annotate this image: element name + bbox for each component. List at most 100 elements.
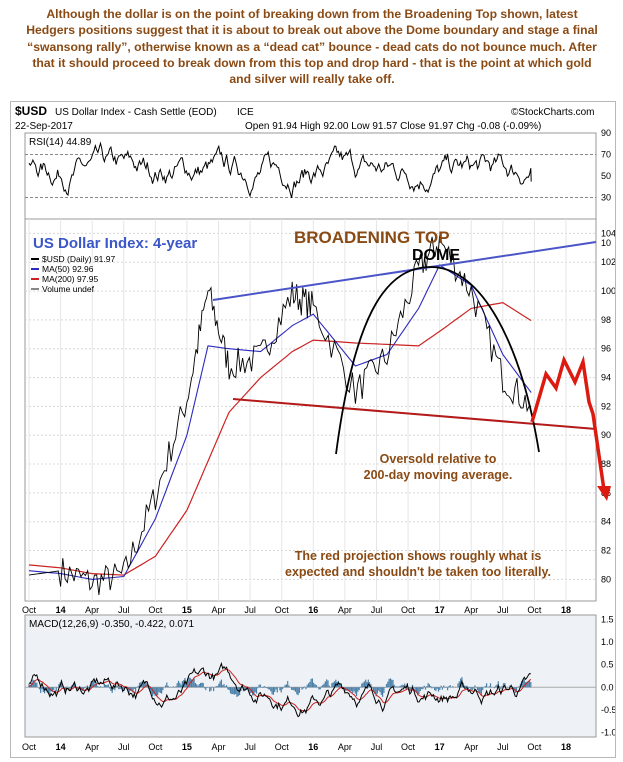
- index-name: US Dollar Index - Cash Settle (EOD): [55, 107, 217, 118]
- rsi-line: [28, 141, 532, 198]
- x-tick-label: Jul: [118, 742, 130, 752]
- y-tick-label: 104: [601, 228, 615, 238]
- exchange-label: ICE: [237, 107, 254, 118]
- x-tick-label: Apr: [212, 605, 226, 615]
- y-tick-label: 88: [601, 459, 611, 469]
- price-x-axis: Oct 14 Apr Jul Oct 15 Apr Jul Oct 16 Apr Jul Oct 17 Ap…: [22, 605, 571, 615]
- x-tick-label: 17: [435, 605, 445, 615]
- legend-entry: MA(50) 92.96: [42, 264, 94, 274]
- x-tick-label: Oct: [275, 605, 290, 615]
- x-tick-label: 14: [56, 605, 66, 615]
- macd-panel: MACD(12,26,9) -0.350, -0.422, 0.071 -1.0…: [24, 614, 615, 738]
- x-tick-label: 14: [56, 742, 66, 752]
- rsi-tick-label: 90: [601, 128, 611, 138]
- y-tick-label: 102: [601, 257, 615, 267]
- symbol-label: $USD: [15, 104, 47, 118]
- annotation-line: 200-day moving average.: [364, 468, 513, 482]
- stock-chart: $USD US Dollar Index - Cash Settle (EOD)…: [15, 104, 615, 752]
- x-tick-label: Apr: [464, 742, 478, 752]
- x-tick-label: Apr: [85, 742, 99, 752]
- y-tick-label: 94: [601, 373, 611, 383]
- x-tick-label: Apr: [464, 605, 478, 615]
- x-tick-label: 17: [435, 742, 445, 752]
- macd-tick-label: 1.0: [601, 637, 614, 647]
- x-tick-label: Oct: [401, 605, 416, 615]
- x-tick-label: 16: [308, 605, 318, 615]
- price-line: [28, 235, 532, 595]
- x-tick-label: Jul: [371, 605, 383, 615]
- x-tick-label: Oct: [275, 742, 290, 752]
- axis-tick-10: 10: [601, 238, 611, 248]
- price-panel-frame: [24, 218, 597, 602]
- macd-tick-label: -0.5: [601, 705, 615, 715]
- rsi-panel: RSI(14) 44.89 30 50 70 90: [24, 128, 611, 220]
- x-tick-label: Jul: [118, 605, 130, 615]
- projection-path: [530, 355, 606, 491]
- x-tick-label: 15: [182, 605, 192, 615]
- annotation-line: The red projection shows roughly what is: [295, 549, 542, 563]
- chart-date: 22-Sep-2017: [15, 121, 73, 132]
- broadening-top-label: BROADENING TOP: [294, 228, 450, 247]
- oversold-annotation: Oversold relative to 200-day moving avera…: [364, 452, 513, 482]
- macd-tick-label: 0.0: [601, 682, 614, 692]
- macd-title: MACD(12,26,9) -0.350, -0.422, 0.071: [29, 619, 195, 630]
- macd-tick-label: 1.5: [601, 615, 614, 625]
- x-tick-label: Oct: [148, 742, 163, 752]
- rsi-tick-label: 30: [601, 193, 611, 203]
- ohlc-readout: Open 91.94 High 92.00 Low 91.57 Close 91…: [245, 121, 541, 132]
- x-tick-label: Oct: [401, 742, 416, 752]
- x-tick-label: Oct: [22, 742, 37, 752]
- y-tick-label: 100: [601, 286, 615, 296]
- x-tick-label: Oct: [148, 605, 163, 615]
- chart-frame: $USD US Dollar Index - Cash Settle (EOD)…: [10, 101, 616, 758]
- projection-arrowhead: [597, 486, 611, 501]
- x-tick-label: Apr: [212, 742, 226, 752]
- macd-line: [28, 661, 531, 718]
- y-tick-label: 90: [601, 430, 611, 440]
- annotation-line: expected and shouldn't be taken too lite…: [285, 565, 551, 579]
- x-tick-label: 18: [561, 742, 571, 752]
- broadening-top-upper-line: [212, 241, 597, 301]
- x-tick-label: Jul: [244, 742, 256, 752]
- x-tick-label: Jul: [497, 605, 509, 615]
- x-tick-label: Apr: [338, 605, 352, 615]
- legend-entry: $USD (Daily) 91.97: [42, 254, 115, 264]
- dome-arc: [335, 266, 540, 455]
- x-tick-label: Jul: [244, 605, 256, 615]
- x-tick-label: Oct: [22, 605, 37, 615]
- x-tick-label: Oct: [527, 742, 542, 752]
- x-tick-label: Jul: [497, 742, 509, 752]
- commentary-text: Although the dollar is on the point of b…: [26, 7, 598, 87]
- x-tick-label: Oct: [527, 605, 542, 615]
- y-tick-label: 82: [601, 546, 611, 556]
- rsi-tick-label: 50: [601, 171, 611, 181]
- projection-annotation: The red projection shows roughly what is…: [285, 549, 551, 579]
- x-tick-label: Apr: [85, 605, 99, 615]
- macd-tick-label: -1.0: [601, 727, 615, 737]
- x-tick-label: Apr: [338, 742, 352, 752]
- dome-label: DOME: [412, 247, 460, 264]
- legend-entry: Volume undef: [42, 284, 95, 294]
- broadening-top-lower-line: [232, 398, 597, 430]
- macd-panel-frame: [24, 614, 597, 738]
- macd-x-axis: Oct 14 Apr Jul Oct 15 Apr Jul Oct 16 Apr Jul Oct 17 Ap…: [22, 742, 571, 752]
- watermark: ©StockCharts.com: [511, 107, 595, 118]
- x-tick-label: Jul: [371, 742, 383, 752]
- legend-entry: MA(200) 97.95: [42, 274, 98, 284]
- annotation-line: Oversold relative to: [380, 452, 497, 466]
- x-tick-label: 15: [182, 742, 192, 752]
- macd-tick-label: 0.5: [601, 660, 614, 670]
- chart-title: US Dollar Index: 4-year: [33, 235, 197, 252]
- x-tick-label: 16: [308, 742, 318, 752]
- x-tick-label: 18: [561, 605, 571, 615]
- y-tick-label: 84: [601, 517, 611, 527]
- y-tick-label: 80: [601, 574, 611, 584]
- rsi-tick-label: 70: [601, 150, 611, 160]
- price-panel: 80828486889092949698100102104 $USD (Dail…: [24, 218, 615, 602]
- y-tick-label: 92: [601, 401, 611, 411]
- ma200-line: [28, 301, 532, 576]
- y-tick-label: 98: [601, 315, 611, 325]
- rsi-panel-frame: [24, 132, 597, 220]
- rsi-title: RSI(14) 44.89: [29, 137, 92, 148]
